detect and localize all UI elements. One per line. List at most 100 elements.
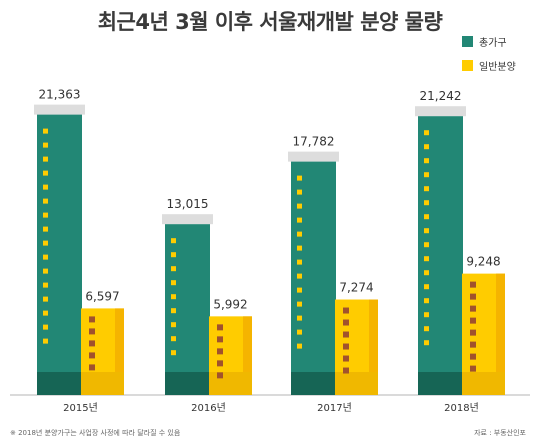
bar-general-window xyxy=(470,353,476,360)
legend-label-total: 총가구 xyxy=(479,37,507,49)
bar-total-window xyxy=(171,294,176,300)
bar-total-roof xyxy=(34,104,85,115)
bar-total-window xyxy=(43,310,48,316)
bar-total-roof xyxy=(415,106,466,117)
bar-total-window xyxy=(43,338,48,344)
bar-total-window xyxy=(424,186,429,192)
bar-total-window xyxy=(43,240,48,246)
bar-total-window xyxy=(424,214,429,220)
bar-total-window xyxy=(43,142,48,148)
bar-general-window xyxy=(217,360,223,367)
chart-title: 최근4년 3월 이후 서울재개발 분양 물량 xyxy=(97,10,443,34)
bar-general-window xyxy=(217,324,223,331)
data-label-total: 17,782 xyxy=(293,135,335,149)
bar-total-window xyxy=(297,203,302,209)
bar-general-base xyxy=(209,372,252,395)
bar-general-window xyxy=(470,293,476,300)
bar-total-window xyxy=(171,322,176,328)
bar-total-window xyxy=(297,189,302,195)
bar-general-window xyxy=(470,317,476,324)
bar-total-window xyxy=(43,324,48,330)
bar-general-window xyxy=(470,365,476,372)
bar-total-window xyxy=(43,198,48,204)
bar-total-window xyxy=(171,280,176,286)
bar-total-roof xyxy=(288,151,339,162)
legend-label-general: 일반분양 xyxy=(479,61,516,73)
footnote: ※ 2018년 분양가구는 사업장 사정에 따라 달라질 수 있음 xyxy=(10,429,181,437)
bar-general-shade xyxy=(115,308,124,395)
source-note: 자료 : 부동산인포 xyxy=(474,429,526,437)
data-label-total: 21,363 xyxy=(39,88,81,102)
bar-general-shade xyxy=(496,273,505,395)
x-tick-label: 2017년 xyxy=(317,402,352,414)
bar-total-window xyxy=(171,350,176,356)
bar-total-window xyxy=(43,128,48,134)
bar-total-window xyxy=(424,130,429,136)
data-label-general: 7,274 xyxy=(339,281,373,295)
bar-total-window xyxy=(43,226,48,232)
bar-general-window xyxy=(470,281,476,288)
bar-total-base xyxy=(165,372,210,395)
legend-swatch-total xyxy=(462,35,473,47)
bar-total-window xyxy=(43,184,48,190)
bar-total-window xyxy=(297,273,302,279)
bar-general-window xyxy=(343,319,349,326)
bar-total-window xyxy=(424,172,429,178)
bar-total-window xyxy=(424,298,429,304)
bar-general-window xyxy=(470,329,476,336)
bar-total xyxy=(418,116,463,395)
bar-total-window xyxy=(171,336,176,342)
bar-total-window xyxy=(297,315,302,321)
bar-total-window xyxy=(171,252,176,258)
bar-total-window xyxy=(43,282,48,288)
bar-general-window xyxy=(343,307,349,314)
data-label-total: 21,242 xyxy=(420,89,462,103)
bar-total-window xyxy=(424,284,429,290)
bar-total-roof xyxy=(162,214,213,225)
bar-total-window xyxy=(297,343,302,349)
bar-total-window xyxy=(424,256,429,262)
bar-total-window xyxy=(424,340,429,346)
bar-total-window xyxy=(43,156,48,162)
bar-total-window xyxy=(297,329,302,335)
bar-general-window xyxy=(89,352,95,359)
bar-total-window xyxy=(297,245,302,251)
bar-general-window xyxy=(217,348,223,355)
bar-general-window xyxy=(343,331,349,338)
data-label-general: 6,597 xyxy=(85,289,119,303)
bar-total-window xyxy=(297,217,302,223)
bar-total-window xyxy=(424,242,429,248)
legend-item-general: 일반분양 xyxy=(462,55,516,75)
data-label-general: 5,992 xyxy=(213,297,247,311)
bar-total-window xyxy=(424,270,429,276)
bar-total-window xyxy=(424,312,429,318)
bar-total-base xyxy=(418,372,463,395)
bar-total-window xyxy=(424,228,429,234)
bar-general-window xyxy=(89,328,95,335)
bar-total-window xyxy=(171,308,176,314)
bar-total-window xyxy=(424,326,429,332)
bar-total-window xyxy=(424,200,429,206)
bar-total-window xyxy=(171,266,176,272)
x-tick-label: 2015년 xyxy=(63,402,98,414)
bar-general-window xyxy=(343,367,349,374)
bar-total-window xyxy=(424,144,429,150)
bar-total-base xyxy=(291,372,336,395)
bar-general-window xyxy=(89,364,95,371)
bar-total-window xyxy=(43,170,48,176)
bar-general-window xyxy=(217,336,223,343)
bar-total-window xyxy=(43,254,48,260)
bar-general-window xyxy=(343,343,349,350)
data-label-total: 13,015 xyxy=(167,197,209,211)
bar-general-base xyxy=(81,372,124,395)
legend-item-total: 총가구 xyxy=(462,31,516,51)
bar-general-window xyxy=(89,340,95,347)
bar-general-window xyxy=(343,355,349,362)
bar-total-window xyxy=(424,158,429,164)
bar-total-base xyxy=(37,372,82,395)
bar-total-window xyxy=(43,212,48,218)
bar-total-window xyxy=(297,287,302,293)
bar-total-window xyxy=(297,259,302,265)
legend: 총가구 일반분양 xyxy=(462,31,516,79)
bar-total-window xyxy=(43,296,48,302)
